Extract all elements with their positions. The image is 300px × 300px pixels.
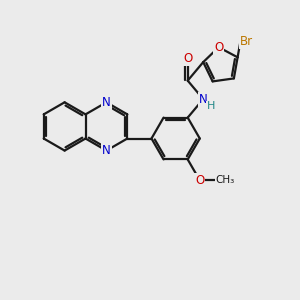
Text: H: H: [207, 101, 216, 112]
Text: N: N: [199, 93, 208, 106]
Text: Br: Br: [240, 35, 253, 48]
Text: N: N: [102, 96, 111, 109]
Text: O: O: [214, 41, 223, 54]
Text: N: N: [102, 144, 111, 157]
Text: O: O: [195, 174, 204, 187]
Text: O: O: [183, 52, 192, 65]
Text: CH₃: CH₃: [216, 175, 235, 185]
